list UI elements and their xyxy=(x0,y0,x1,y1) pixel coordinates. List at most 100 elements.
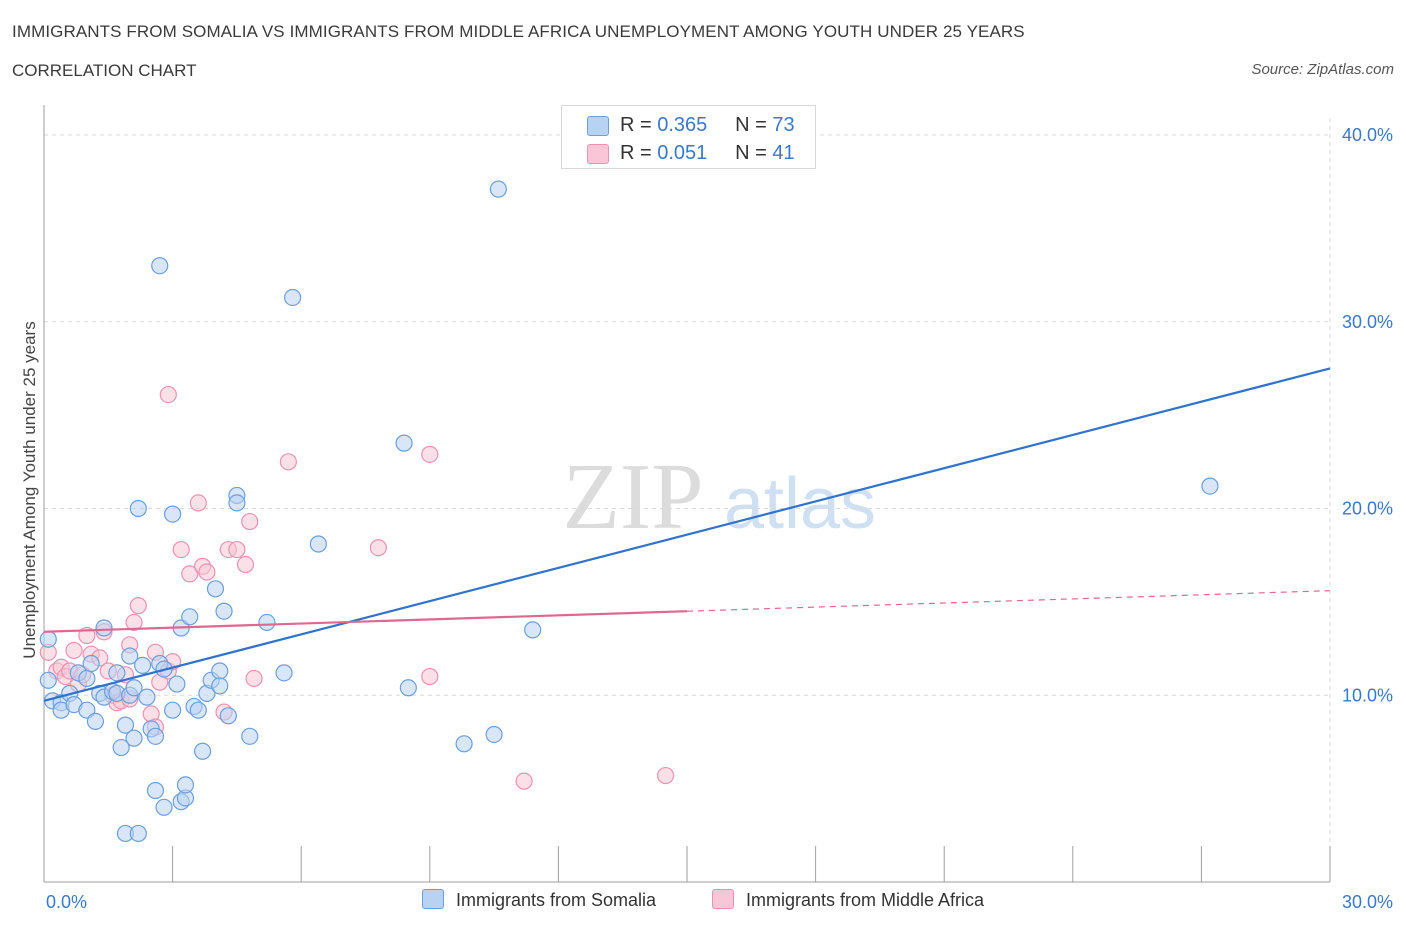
somalia-trend-line xyxy=(43,367,1331,702)
y-tick-label: 10.0% xyxy=(1342,685,1393,705)
somalia-point xyxy=(108,664,126,682)
watermark-atlas: atlas xyxy=(724,464,876,544)
somalia-point xyxy=(395,434,413,452)
africa-trend-line xyxy=(43,610,688,633)
africa-point xyxy=(65,641,83,660)
africa-point xyxy=(181,565,199,583)
africa-point xyxy=(245,669,263,688)
somalia-point xyxy=(129,499,147,518)
somalia-point xyxy=(241,727,259,745)
r-value: 0.365 xyxy=(657,114,708,136)
africa-point xyxy=(125,613,143,632)
somalia-point xyxy=(1201,477,1219,495)
somalia-point xyxy=(155,798,173,816)
somalia-point xyxy=(168,675,186,693)
source-credit: Source: ZipAtlas.com xyxy=(1251,61,1394,78)
somalia-swatch xyxy=(587,116,609,136)
axes xyxy=(43,105,1331,883)
somalia-point xyxy=(455,735,473,753)
somalia-point xyxy=(176,776,195,794)
somalia-point xyxy=(78,669,96,688)
africa-point xyxy=(236,555,255,574)
r-label: R = xyxy=(620,114,652,136)
somalia-swatch xyxy=(422,889,444,909)
africa-trend-extension xyxy=(686,590,1331,612)
y-tick-label: 40.0% xyxy=(1342,125,1393,145)
somalia-point xyxy=(485,725,503,744)
somalia-point xyxy=(82,654,100,673)
somalia-point xyxy=(211,662,229,680)
africa-point xyxy=(369,539,387,557)
somalia-point xyxy=(524,621,542,639)
legend-item-somalia: Immigrants from Somalia xyxy=(422,889,656,911)
somalia-point xyxy=(129,824,147,843)
somalia-point xyxy=(164,505,182,523)
africa-point xyxy=(515,772,533,790)
somalia-point xyxy=(151,257,169,275)
somalia-point xyxy=(194,742,212,760)
somalia-point xyxy=(95,619,113,637)
somalia-points xyxy=(39,180,1219,843)
somalia-point xyxy=(125,729,143,747)
africa-point xyxy=(159,385,177,404)
africa-point xyxy=(421,667,439,686)
africa-point xyxy=(198,563,216,581)
watermark: ZIP atlas xyxy=(563,445,877,549)
somalia-point xyxy=(181,608,199,626)
correlation-legend: R = 0.365 N = 73 R = 0.051 N = 41 xyxy=(561,105,816,169)
somalia-point xyxy=(39,630,57,648)
legend-row-text: R = 0.365 N = 73 xyxy=(620,114,795,137)
somalia-point xyxy=(116,716,135,734)
africa-point xyxy=(656,766,675,785)
somalia-point xyxy=(146,781,165,800)
somalia-point xyxy=(39,671,57,689)
somalia-point xyxy=(399,679,417,697)
n-value: 41 xyxy=(772,142,795,164)
somalia-point xyxy=(284,288,302,307)
africa-point xyxy=(129,597,147,615)
y-axis-label: Unemployment Among Youth under 25 years xyxy=(20,321,39,659)
legend-label: Immigrants from Middle Africa xyxy=(746,890,985,910)
africa-point xyxy=(228,540,246,559)
somalia-point xyxy=(146,727,165,745)
somalia-point xyxy=(309,535,327,553)
x-tick-label: 0.0% xyxy=(46,892,87,912)
africa-swatch xyxy=(712,889,734,909)
africa-swatch xyxy=(587,144,609,164)
chart-title: IMMIGRANTS FROM SOMALIA VS IMMIGRANTS FR… xyxy=(12,22,1025,41)
tick-labels: 10.0% 20.0% 30.0% 40.0% 0.0% 30.0% xyxy=(46,125,1393,912)
trend-lines xyxy=(43,367,1331,702)
somalia-point xyxy=(258,613,276,632)
somalia-point xyxy=(86,712,105,730)
x-tick-label: 30.0% xyxy=(1342,892,1393,912)
somalia-point xyxy=(219,707,237,725)
n-label: N = xyxy=(735,142,767,164)
watermark-zip: ZIP xyxy=(563,445,704,549)
legend-item-africa: Immigrants from Middle Africa xyxy=(712,889,984,911)
chart-subtitle: CORRELATION CHART xyxy=(12,61,197,80)
somalia-point xyxy=(489,180,507,198)
somalia-point xyxy=(133,656,152,674)
somalia-point xyxy=(215,602,233,620)
somalia-point xyxy=(275,664,293,682)
somalia-point xyxy=(112,738,130,757)
africa-point xyxy=(279,453,297,471)
somalia-point xyxy=(138,688,156,706)
somalia-point xyxy=(189,701,207,719)
r-value: 0.051 xyxy=(657,142,708,164)
africa-point xyxy=(241,512,259,531)
y-tick-label: 30.0% xyxy=(1342,312,1393,332)
n-label: N = xyxy=(735,114,767,136)
somalia-point xyxy=(211,677,229,695)
somalia-point xyxy=(164,701,182,719)
somalia-point xyxy=(206,580,225,598)
r-label: R = xyxy=(620,142,652,164)
africa-point xyxy=(172,540,190,559)
legend-row-text: R = 0.051 N = 41 xyxy=(620,142,795,165)
africa-point xyxy=(421,445,439,463)
n-value: 73 xyxy=(772,114,795,136)
somalia-point xyxy=(121,647,139,665)
somalia-point xyxy=(228,494,246,512)
legend-label: Immigrants from Somalia xyxy=(456,890,657,910)
